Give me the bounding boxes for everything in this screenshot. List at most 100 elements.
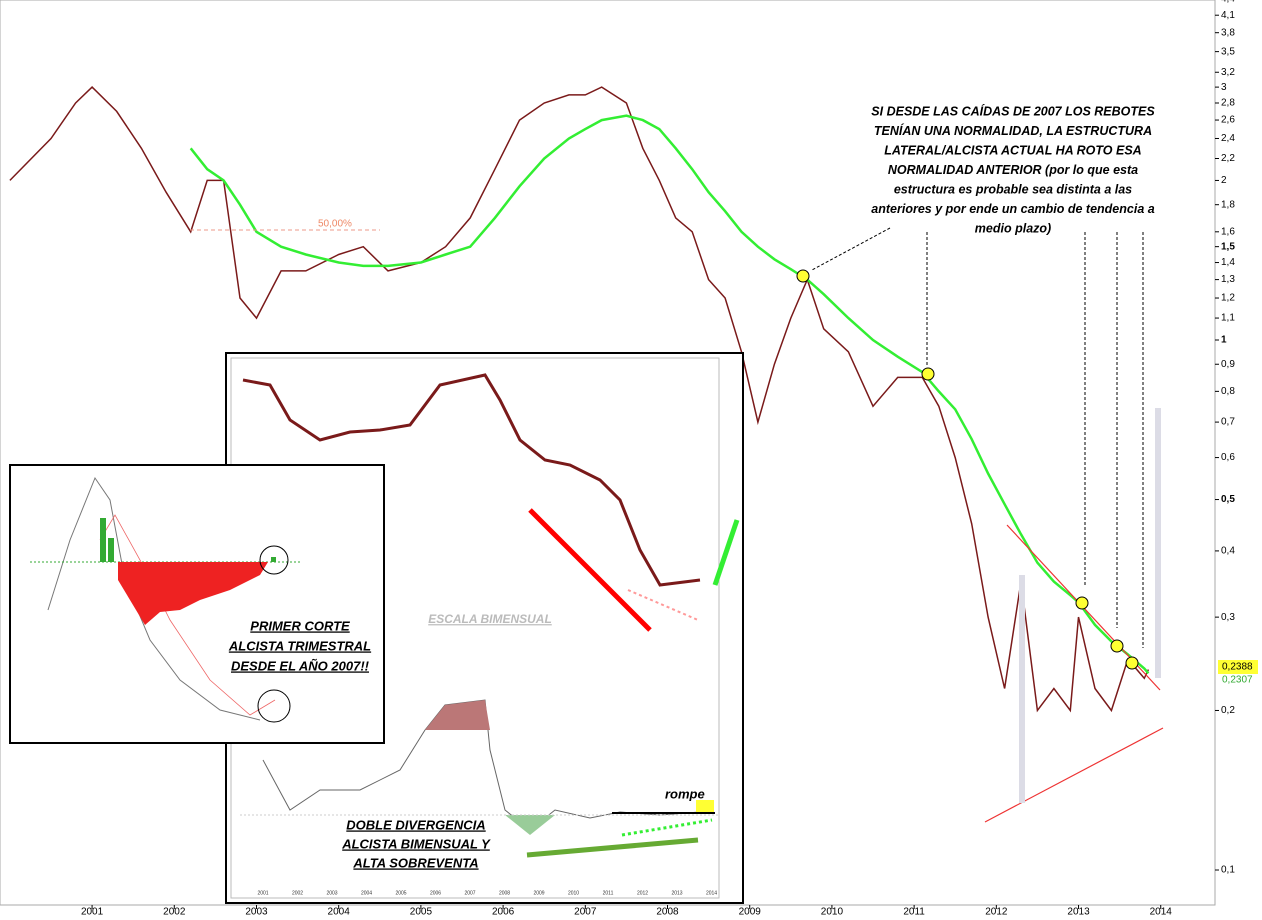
- inset-trend: [528, 508, 652, 632]
- range-bar: [1019, 575, 1025, 803]
- x-tick-label: 2009: [739, 907, 762, 918]
- x-tick-label: 2010: [821, 907, 844, 918]
- y-tick-label: 1,1: [1221, 313, 1235, 324]
- inset-years: 2001 2002 2003 2004 2005 2006 2007 2008 2009 2010…: [257, 890, 717, 896]
- inset-circle: [257, 689, 291, 723]
- y-tick-label: 0,3: [1221, 612, 1235, 623]
- annotation-text: SI DESDE LAS CAÍDAS DE 2007 LOS REBOTES T…: [871, 103, 1155, 235]
- inset-trend: [712, 519, 740, 586]
- x-tick-label: 2008: [656, 907, 679, 918]
- annotation-line: estructura es probable sea distinta a la…: [894, 182, 1132, 196]
- inset-price: [242, 373, 701, 587]
- y-tick-label: 3,2: [1221, 67, 1235, 78]
- trimestral-line: PRIMER CORTE: [250, 618, 350, 633]
- inset-bar: [271, 557, 276, 562]
- inset-trimestral: PRIMER CORTE ALCISTA TRIMESTRAL DESDE EL A…: [9, 464, 385, 744]
- inset-bar: [108, 538, 114, 562]
- fib-label: 50,00%: [318, 219, 352, 230]
- highlight-point: [1075, 596, 1089, 610]
- ma-tag-label: 0,2307: [1222, 675, 1253, 686]
- x-tick-label: 2003: [245, 907, 268, 918]
- inset-year: 2004: [361, 890, 372, 896]
- inset-year: 2013: [671, 890, 682, 896]
- x-tick-label: 2002: [163, 907, 186, 918]
- y-tick-label: 2,8: [1221, 98, 1235, 109]
- annotation-line: medio plazo): [975, 221, 1051, 235]
- annotation-line: SI DESDE LAS CAÍDAS DE 2007 LOS REBOTES: [871, 103, 1155, 118]
- inset-scale-label: ESCALA BIMENSUAL: [428, 612, 552, 626]
- y-tick-label: 4,1: [1221, 10, 1235, 21]
- range-bar: [1155, 408, 1161, 678]
- inset-year: 2003: [326, 890, 337, 896]
- x-tick-label: 2007: [574, 907, 597, 918]
- y-tick-label: 0,9: [1221, 359, 1235, 370]
- y-tick-label: 0,1: [1221, 865, 1235, 876]
- y-tick-label: 4,4: [1221, 0, 1235, 5]
- inset-year: 2011: [603, 890, 614, 896]
- y-tick-label: 1,8: [1221, 199, 1235, 210]
- trend-line: [984, 727, 1164, 823]
- inset-bars: [118, 562, 268, 625]
- inset-line: [99, 514, 276, 716]
- highlight-point: [1110, 639, 1124, 653]
- y-tick-label: 0,5: [1221, 494, 1235, 505]
- annotation-line: anteriores y por ende un cambio de tende…: [871, 202, 1154, 216]
- x-tick-label: 2005: [410, 907, 433, 918]
- y-tick-label: 1,2: [1221, 293, 1235, 304]
- price-tag: [1218, 660, 1258, 674]
- x-tick-label: 2006: [492, 907, 515, 918]
- inset-frame: [9, 464, 385, 744]
- y-tick-label: 2,4: [1221, 133, 1235, 144]
- inset-trend: [526, 837, 699, 858]
- annotations: 50,00% 0,2388 0,2307: [190, 219, 1258, 823]
- x-tick-label: 2012: [985, 907, 1008, 918]
- plot: [9, 14, 1219, 909]
- y-tick-label: 1,4: [1221, 257, 1235, 268]
- inset-year: 2014: [706, 890, 717, 896]
- y-tick-label: 0,6: [1221, 452, 1235, 463]
- inset-year: 2006: [430, 890, 441, 896]
- inset-trend: [627, 589, 699, 621]
- inset-oversold: [505, 815, 555, 835]
- inset-year: 2009: [533, 890, 544, 896]
- highlight-point: [796, 269, 810, 283]
- inset-year: 2007: [464, 890, 475, 896]
- annotation-line: TENÍAN UNA NORMALIDAD, LA ESTRUCTURA: [874, 123, 1152, 138]
- inset-year: 2001: [257, 890, 268, 896]
- y-tick-label: 1,5: [1221, 241, 1235, 252]
- trimestral-line: ALCISTA TRIMESTRAL: [228, 638, 371, 653]
- y-tick-label: 2: [1221, 175, 1227, 186]
- y-tick-label: 2,2: [1221, 153, 1235, 164]
- annotation-line: NORMALIDAD ANTERIOR (por lo que esta: [888, 163, 1138, 177]
- series-line: [9, 86, 1150, 713]
- y-tick-label: 3,5: [1221, 46, 1235, 57]
- inset-year: 2005: [395, 890, 406, 896]
- y-tick-label: 3,8: [1221, 27, 1235, 38]
- y-tick-label: 2,6: [1221, 115, 1235, 126]
- highlight-point: [1125, 656, 1139, 670]
- inset-year: 2002: [292, 890, 303, 896]
- series-line: [189, 114, 1150, 675]
- inset-circle: [259, 545, 289, 575]
- inset-highlight: [696, 800, 714, 812]
- x-tick-label: 2001: [81, 907, 104, 918]
- x-tick-label: 2004: [328, 907, 351, 918]
- inset-overbought: [425, 700, 490, 730]
- divergence-line: ALCISTA BIMENSUAL Y: [341, 836, 491, 851]
- y-tick-label: 1: [1221, 335, 1227, 346]
- divergence-line: ALTA SOBREVENTA: [352, 855, 478, 870]
- inset-bar: [100, 518, 106, 562]
- trimestral-line: DESDE EL AÑO 2007!!: [231, 658, 370, 673]
- highlight-point: [921, 367, 935, 381]
- x-tick-label: 2011: [903, 907, 925, 918]
- x-tick-label: 2014: [1150, 907, 1173, 918]
- y-tick-label: 0,2: [1221, 705, 1235, 716]
- y-tick-label: 3: [1221, 82, 1227, 93]
- divergence-line: DOBLE DIVERGENCIA: [346, 817, 485, 832]
- inset-year: 2012: [637, 890, 648, 896]
- y-tick-label: 0,8: [1221, 386, 1235, 397]
- y-tick-label: 1,3: [1221, 274, 1235, 285]
- price-tag-label: 0,2388: [1222, 662, 1253, 673]
- y-tick-label: 0,7: [1221, 417, 1235, 428]
